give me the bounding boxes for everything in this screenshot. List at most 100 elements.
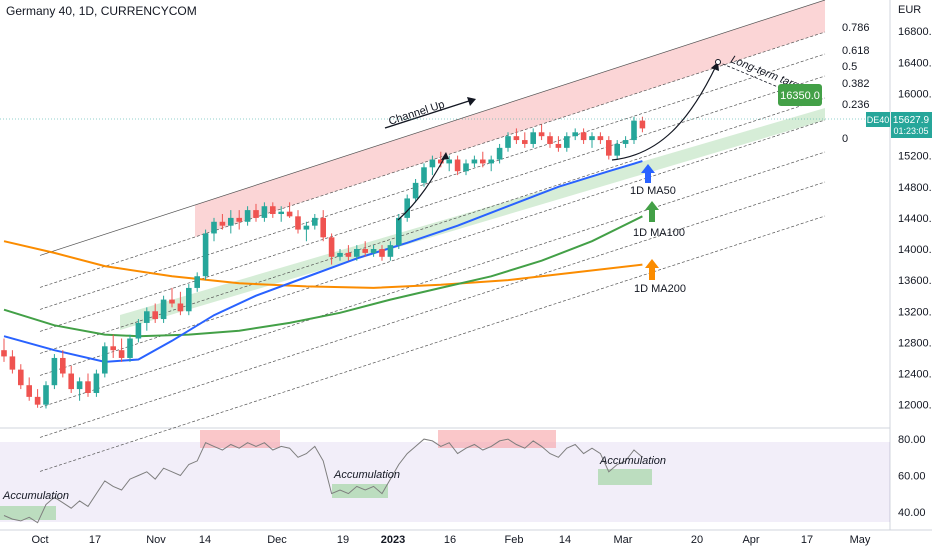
- accumulation-label-2: Accumulation: [333, 469, 400, 481]
- countdown: 01:23:05: [893, 126, 928, 136]
- time-tick-label: 16: [444, 534, 456, 546]
- candle-body: [194, 276, 200, 288]
- candle-body: [404, 198, 410, 218]
- target-badge: [778, 84, 822, 106]
- time-tick-label: Oct: [31, 534, 48, 546]
- ma200-label: 1D MA200: [634, 283, 686, 295]
- price-tick-label: 14400.0: [898, 213, 932, 225]
- candle-body: [135, 322, 142, 339]
- rsi-line-group: [3, 438, 643, 524]
- candle-body: [219, 221, 226, 226]
- candle-body: [160, 299, 167, 320]
- target-point: [715, 59, 721, 65]
- candle-body: [312, 217, 318, 226]
- candle-body: [370, 249, 377, 253]
- fib-labels: 0.786 0.618 0.5 0.382 0.236 0: [842, 22, 870, 145]
- candle-body: [76, 381, 83, 390]
- candle-body: [614, 143, 620, 156]
- candle-body: [496, 147, 503, 160]
- symbol-badge: [866, 112, 890, 127]
- ma50-label: 1D MA50: [630, 185, 676, 197]
- candle-body: [387, 245, 394, 257]
- candle-body: [152, 311, 158, 320]
- candle-body: [177, 303, 184, 312]
- candle-body: [1, 350, 7, 357]
- candle-body: [454, 159, 461, 172]
- last-price: 15627.9: [893, 115, 930, 126]
- price-tick-label: 16000.0: [898, 88, 932, 100]
- candle-body: [438, 159, 444, 164]
- fib-level-label: 0: [842, 133, 848, 145]
- candle-body: [169, 299, 175, 304]
- ma50-line: [3, 160, 643, 363]
- price-tick-label: 12800.0: [898, 337, 932, 349]
- candle-body: [328, 237, 335, 257]
- channel-line: [39, 181, 826, 438]
- candle-body: [236, 217, 242, 222]
- channel-line: [39, 53, 826, 310]
- time-tick-label: Nov: [146, 534, 166, 546]
- price-tick-label: 14800.0: [898, 182, 932, 194]
- candle-body: [253, 210, 259, 218]
- price-tick-label: 16800.0: [898, 26, 932, 38]
- price-tick-label: 13600.0: [898, 275, 932, 287]
- candle-body: [488, 159, 494, 164]
- candle-body: [580, 132, 587, 141]
- channel-arrow: [384, 99, 473, 129]
- candle-body: [522, 140, 528, 144]
- rsi-axis: 40.00 60.00 80.00: [898, 434, 926, 519]
- candle-body: [93, 373, 100, 393]
- ma200-line: [3, 240, 643, 289]
- channel-top-zone: [195, 0, 825, 237]
- fib-level-label: 0.618: [842, 45, 870, 57]
- target-price: 16350.0: [780, 90, 820, 102]
- candle-body: [396, 217, 402, 246]
- candle-body: [261, 206, 268, 218]
- ma100-line: [3, 215, 643, 338]
- accumulation-label-1: Accumulation: [2, 490, 69, 502]
- projection-arrow-1: [397, 154, 447, 221]
- candle-body: [446, 159, 452, 164]
- candle-body: [202, 233, 209, 277]
- candle-body: [463, 163, 469, 172]
- fib-level-label: 0.236: [842, 99, 870, 111]
- candle-body: [186, 287, 192, 312]
- candle-body: [26, 385, 32, 397]
- candle-body: [547, 136, 553, 144]
- candle-body: [60, 357, 66, 374]
- candle-body: [244, 210, 251, 222]
- price-tick-label: 13200.0: [898, 306, 932, 318]
- time-tick-label: 17: [89, 534, 101, 546]
- rsi-tick-label: 60.00: [898, 470, 926, 482]
- time-axis: Oct 17 Nov 14 Dec 19 2023 16 Feb 14 Mar 20 Apr 17 May: [31, 534, 870, 546]
- channel-line: [39, 97, 826, 354]
- time-tick-label: 20: [691, 534, 703, 546]
- rsi-accumulation-box-1: [0, 506, 56, 520]
- channel-line: [39, 119, 826, 376]
- fib-level-label: 0.786: [842, 22, 870, 34]
- rsi-tick-label: 40.00: [898, 507, 926, 519]
- currency-label: EUR: [898, 4, 922, 16]
- time-tick-label: 14: [559, 534, 571, 546]
- candle-body: [606, 140, 612, 156]
- candle-body: [144, 311, 150, 323]
- chart-title: Germany 40, 1D, CURRENCYCOM: [6, 4, 197, 18]
- candle-body: [555, 143, 562, 148]
- time-tick-label: Feb: [505, 534, 524, 546]
- candle-body: [85, 381, 91, 393]
- candle-body: [412, 182, 419, 199]
- candle-body: [270, 206, 276, 214]
- candle-body: [295, 216, 301, 230]
- price-tick-label: 15200.0: [898, 151, 932, 163]
- time-tick-label: May: [850, 534, 871, 546]
- rsi-band: [0, 442, 890, 522]
- channel-line: [39, 75, 826, 332]
- projection-arrow-2: [611, 65, 717, 161]
- candle-body: [127, 338, 133, 358]
- time-tick-label: Dec: [267, 534, 287, 546]
- fib-level-label: 0.5: [842, 61, 857, 73]
- rsi-overbought-box-2: [438, 430, 556, 448]
- candle-body: [589, 136, 595, 141]
- candle-body: [68, 373, 74, 390]
